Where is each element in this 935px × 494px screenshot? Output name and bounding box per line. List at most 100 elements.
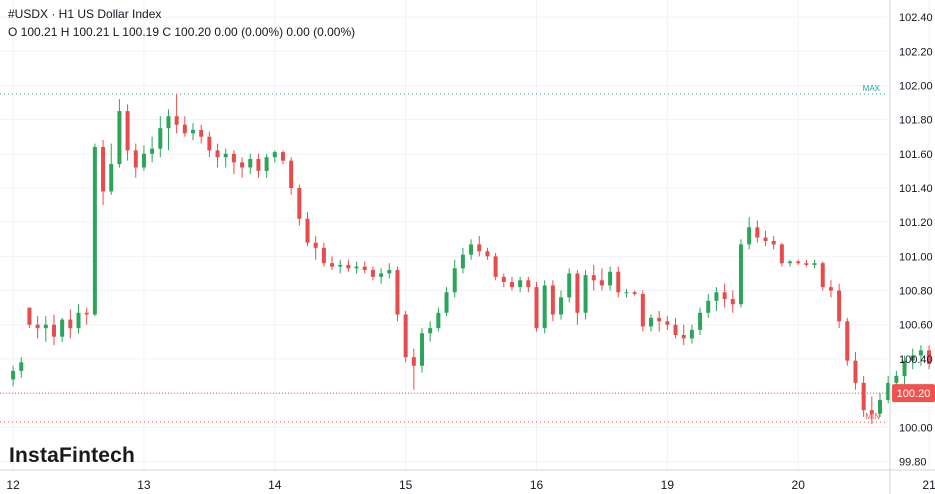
x-tick-label: 16 (530, 478, 544, 492)
x-tick-label: 21 (922, 478, 935, 492)
y-tick-label: 101.00 (899, 251, 933, 263)
candle (730, 299, 735, 305)
candle (501, 276, 506, 282)
y-tick-label: 102.00 (899, 80, 933, 92)
candle (305, 218, 310, 243)
candle (771, 240, 776, 245)
candle (886, 382, 891, 400)
candle (493, 256, 498, 277)
candle (346, 264, 351, 269)
candle (689, 329, 694, 339)
candle (379, 273, 384, 277)
candle (68, 319, 73, 329)
y-tick-label: 102.40 (899, 12, 933, 24)
candle (35, 324, 40, 329)
x-tick-label: 12 (6, 478, 20, 492)
ohlc-readout: O 100.21 H 100.21 L 100.19 C 100.20 0.00… (8, 25, 356, 39)
candle (199, 129, 204, 137)
candle (338, 264, 343, 267)
candle (575, 273, 580, 313)
candle (714, 292, 719, 301)
candle (76, 312, 81, 329)
candle (698, 312, 703, 330)
candle (460, 254, 465, 269)
candle (518, 280, 523, 288)
candle (853, 360, 858, 383)
x-tick-label: 19 (661, 478, 675, 492)
y-tick-label: 99.80 (899, 456, 927, 468)
candle (43, 324, 48, 329)
candle (109, 164, 114, 192)
candle (60, 319, 65, 337)
candle (469, 244, 474, 255)
candle (403, 314, 408, 358)
candle (681, 334, 686, 339)
candle (117, 111, 122, 165)
candle (101, 146, 106, 192)
candle (11, 370, 16, 380)
candle (133, 150, 138, 168)
y-tick-label: 101.60 (899, 149, 933, 161)
candle (125, 111, 130, 151)
candle (632, 292, 637, 294)
candle (788, 261, 793, 264)
candle (869, 410, 874, 414)
candle (796, 261, 801, 264)
candle (313, 242, 318, 248)
candle (583, 275, 588, 313)
candle (330, 263, 335, 267)
x-tick-label: 14 (268, 478, 282, 492)
y-tick-label: 100.80 (899, 286, 933, 298)
candle (894, 376, 899, 383)
candle (27, 307, 32, 325)
y-tick-label: 101.80 (899, 115, 933, 127)
candle (395, 270, 400, 315)
candle (927, 350, 932, 365)
candle (763, 237, 768, 241)
candle (804, 263, 809, 265)
x-tick-label: 13 (137, 478, 151, 492)
candle (649, 317, 654, 327)
candle (550, 285, 555, 315)
candle (820, 263, 825, 288)
candle (534, 287, 539, 329)
candle (591, 275, 596, 281)
candle (84, 312, 89, 315)
candle (902, 360, 907, 376)
candle (256, 158, 261, 171)
last-price-tag (892, 384, 935, 403)
y-tick-label: 102.20 (899, 46, 933, 58)
candle (215, 150, 220, 158)
candle (918, 350, 923, 356)
candle (420, 333, 425, 366)
candles (11, 94, 932, 424)
candle (452, 268, 457, 293)
candle (509, 282, 514, 288)
candle (411, 357, 416, 366)
candle (231, 153, 236, 163)
x-tick-label: 15 (399, 478, 413, 492)
candle (722, 292, 727, 300)
candle (158, 128, 163, 149)
y-tick-label: 101.40 (899, 183, 933, 195)
candle (182, 124, 187, 134)
candle (526, 280, 531, 288)
candle (297, 188, 302, 219)
candle (166, 116, 171, 129)
candle (861, 382, 866, 411)
candle (370, 270, 375, 277)
candle (362, 266, 367, 271)
candle (738, 244, 743, 305)
chart-title: #USDX · H1 US Dollar Index (8, 7, 162, 21)
candle (673, 324, 678, 335)
candle (812, 263, 817, 265)
candle (755, 227, 760, 238)
candle (567, 273, 572, 298)
x-tick-label: 20 (792, 478, 806, 492)
candle (837, 290, 842, 322)
candle (640, 293, 645, 327)
candle (264, 157, 269, 171)
candle (19, 362, 24, 371)
